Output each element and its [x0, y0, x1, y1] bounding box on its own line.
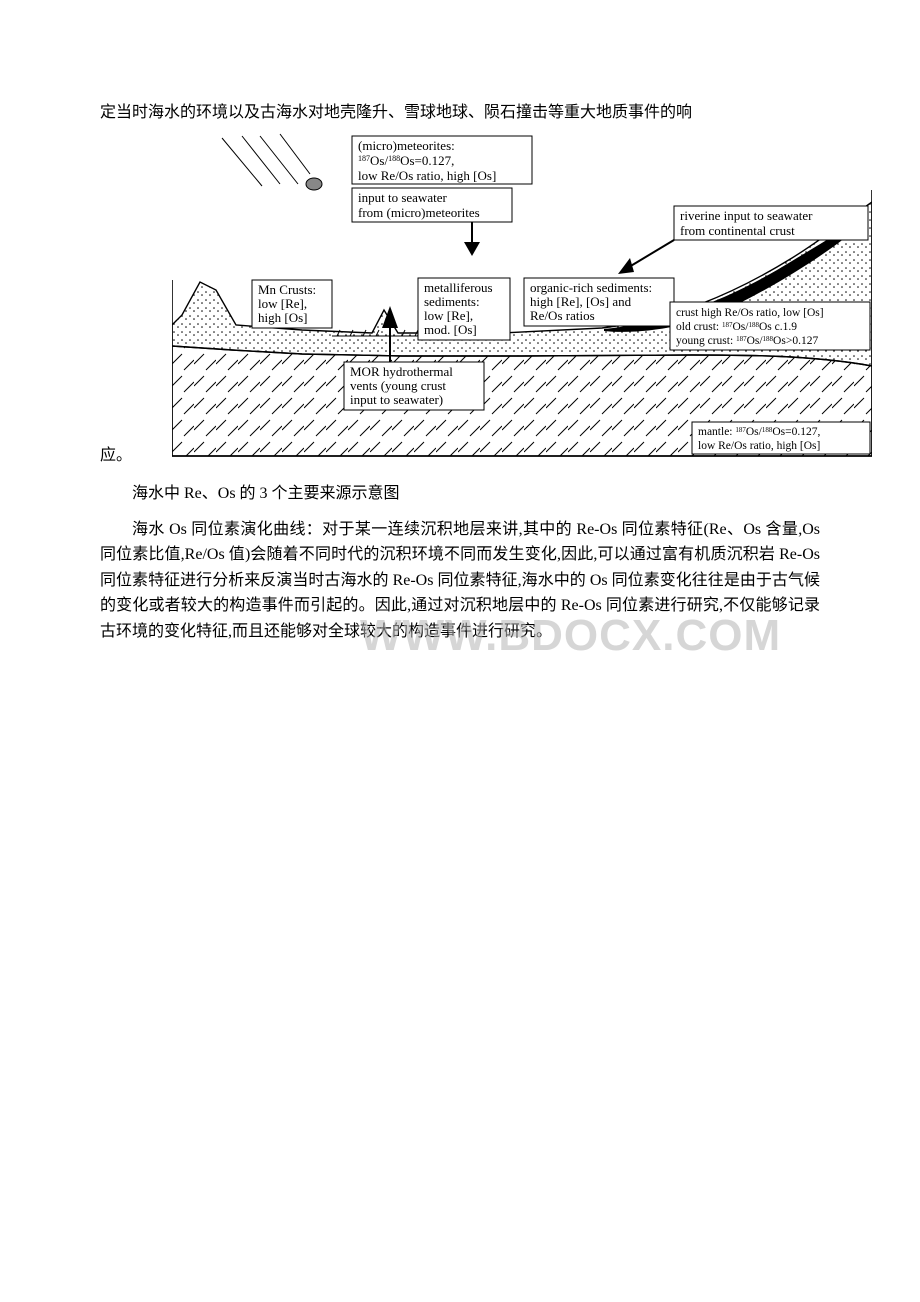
crust-l2: old crust: 187Os/188Os c.1.9 — [676, 321, 797, 333]
org-l2: high [Re], [Os] and — [530, 294, 632, 309]
meteor-l2: 187Os/188Os=0.127, — [358, 153, 454, 168]
river-arrowhead — [618, 258, 634, 274]
ms-l2: sediments: — [424, 294, 480, 309]
crust-l1: crust high Re/Os ratio, low [Os] — [676, 307, 824, 319]
mn-l3: high [Os] — [258, 310, 307, 325]
diagram-svg: (micro)meteorites: 187Os/188Os=0.127, lo… — [172, 130, 872, 460]
org-l1: organic-rich sediments: — [530, 280, 652, 295]
meteor-l3: low Re/Os ratio, high [Os] — [358, 168, 496, 183]
meteor-input-l1: input to seawater — [358, 190, 447, 205]
paragraph-lead: 定当时海水的环境以及古海水对地壳隆升、雪球地球、陨石撞击等重大地质事件的响 — [100, 100, 820, 126]
meteor-l1: (micro)meteorites: — [358, 138, 455, 153]
paragraph-lead-end: 应。 — [100, 443, 132, 469]
mn-l1: Mn Crusts: — [258, 282, 316, 297]
mor-l1: MOR hydrothermal — [350, 364, 453, 379]
diagram: (micro)meteorites: 187Os/188Os=0.127, lo… — [172, 130, 872, 465]
meteor-arrowhead — [464, 242, 480, 256]
mor-l2: vents (young crust — [350, 378, 446, 393]
meteorite-icon — [306, 178, 322, 190]
river-l2: from continental crust — [680, 223, 795, 238]
mn-l2: low [Re], — [258, 296, 307, 311]
river-l1: riverine input to seawater — [680, 208, 813, 223]
page-content: 定当时海水的环境以及古海水对地壳隆升、雪球地球、陨石撞击等重大地质事件的响 应。 — [0, 0, 920, 685]
mor-l3: input to seawater) — [350, 392, 443, 407]
row-wrap: 应。 — [100, 126, 820, 469]
ms-l1: metalliferous — [424, 280, 493, 295]
ms-l4: mod. [Os] — [424, 322, 477, 337]
ms-l3: low [Re], — [424, 308, 473, 323]
mantle-l1: mantle: 187Os/188Os=0.127, — [698, 426, 821, 438]
paragraph-body: 海水 Os 同位素演化曲线：对于某一连续沉积地层来讲,其中的 Re-Os 同位素… — [100, 517, 820, 645]
meteor-streaks — [222, 134, 310, 186]
figure-caption: 海水中 Re、Os 的 3 个主要来源示意图 — [100, 479, 820, 503]
mantle-l2: low Re/Os ratio, high [Os] — [698, 440, 820, 452]
org-l3: Re/Os ratios — [530, 308, 595, 323]
meteor-input-l2: from (micro)meteorites — [358, 205, 480, 220]
crust-l3: young crust: 187Os/188Os>0.127 — [676, 335, 818, 347]
